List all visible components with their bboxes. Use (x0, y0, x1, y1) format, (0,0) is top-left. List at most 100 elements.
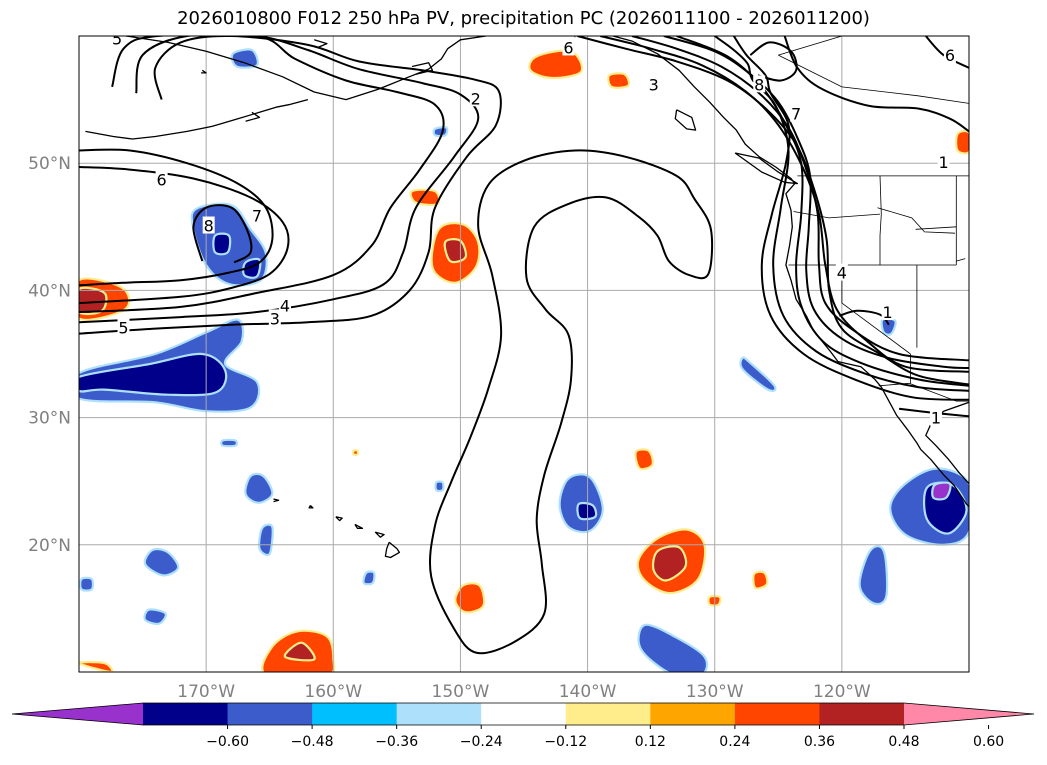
state-border (956, 258, 966, 262)
coastline (734, 152, 799, 185)
colorbar-swatch (396, 703, 482, 725)
pv-contour-label: 1 (883, 303, 893, 322)
latitude-label: 20°N (28, 536, 71, 556)
coastline (245, 111, 261, 122)
contour-label-background (937, 152, 950, 170)
pv-contour-label: 6 (563, 38, 573, 57)
latitude-label: 30°N (28, 409, 71, 429)
pv-contour-label: 6 (157, 171, 167, 190)
state-border (778, 36, 843, 56)
precip-patch (220, 438, 239, 448)
pv-contour-label: 3 (270, 309, 280, 328)
precip-patch (143, 547, 180, 577)
contour-label-background (117, 318, 130, 336)
pv-contour-label: 5 (118, 318, 128, 337)
pv-contour-line (428, 149, 714, 655)
contour-label-background (835, 263, 848, 281)
contour-label-background (278, 296, 291, 314)
longitude-label: 130°W (686, 682, 744, 702)
pv-contour-line (714, 36, 969, 392)
colorbar-swatch (481, 703, 567, 725)
precip-patch (955, 129, 969, 155)
map-axis-labels: 170°W 160°W 150°W 140°W 130°W 120°W 20°N 30°N 40… (28, 154, 871, 702)
contour-label-background (469, 89, 482, 107)
precip-patch (230, 48, 259, 69)
precip-patch (752, 570, 769, 590)
precip-patch (362, 570, 376, 586)
pv-contour-line (79, 36, 445, 313)
contour-label-background (202, 216, 215, 234)
pv-contour-line (192, 204, 253, 264)
state-border (878, 382, 969, 402)
precip-patch (143, 608, 167, 626)
precip-patch (576, 501, 598, 521)
pv-contour-label: 8 (754, 75, 764, 94)
precip-patch (244, 472, 274, 504)
colorbar-tick-label: −0.60 (206, 734, 249, 750)
state-border (778, 54, 969, 104)
coastline (85, 98, 309, 140)
colorbar-swatch (312, 703, 398, 725)
contour-label-background (647, 75, 660, 93)
colorbar-tick-label: 0.24 (719, 734, 750, 750)
pv-contour-line (79, 148, 274, 287)
pv-contour-line (577, 36, 969, 386)
precip-patch (79, 660, 114, 672)
contour-label-background (753, 75, 766, 93)
coastline (314, 39, 328, 48)
colorbar-tick-label: −0.36 (375, 734, 418, 750)
pv-contour-line (925, 36, 969, 69)
longitude-label: 160°W (304, 682, 362, 702)
coastline (411, 62, 434, 75)
contour-label-background (111, 36, 124, 47)
contour-label-background (562, 38, 575, 56)
latitude-label: 40°N (28, 281, 71, 301)
colorbar-tick-label: 0.48 (888, 734, 919, 750)
pv-contour-label: 7 (252, 206, 262, 225)
precip-patch (409, 188, 441, 207)
precipitation-layer (79, 48, 969, 672)
precip-patch (651, 545, 688, 582)
coastline (674, 109, 697, 131)
colorbar-swatch (819, 703, 905, 725)
colorbar-extend-high (904, 703, 1034, 725)
colorbar-tick-label: −0.12 (544, 734, 587, 750)
state-border (793, 211, 881, 219)
precip-patch (637, 623, 709, 672)
precip-patch (434, 480, 445, 493)
longitude-label: 150°W (432, 682, 490, 702)
coastline (308, 504, 314, 509)
colorbar-extend-low (12, 703, 143, 725)
pv-contour-label: 1 (938, 153, 948, 172)
precip-patch (634, 448, 654, 471)
contour-label-background (155, 170, 168, 188)
pv-contour-label: 8 (204, 217, 214, 236)
colorbar-swatch (143, 703, 229, 725)
colorbar: −0.60 −0.48 −0.36 −0.24 −0.12 0.12 0.24 0.36 0.4… (11, 702, 1035, 750)
pv-contour-label: 6 (945, 46, 955, 65)
precip-patch (739, 356, 777, 392)
pv-contour-line (631, 36, 969, 362)
contour-label-background (929, 408, 942, 426)
coastline (201, 69, 207, 74)
pv-contour-line (732, 36, 969, 401)
state-border (915, 226, 957, 265)
coastline (374, 531, 385, 538)
colorbar-swatch (565, 703, 651, 725)
precip-patch (212, 232, 232, 256)
precip-patch (283, 641, 316, 662)
longitude-label: 170°W (177, 682, 235, 702)
pv-contour-label: 2 (471, 89, 481, 108)
colorbar-swatch (734, 703, 820, 725)
precip-patch (607, 72, 631, 89)
longitude-label: 120°W (813, 682, 871, 702)
pv-contour-label: 4 (280, 297, 290, 316)
colorbar-tick-label: 0.36 (804, 734, 835, 750)
contour-label-background (251, 206, 263, 224)
pv-contour-label: 5 (112, 30, 122, 49)
precip-patch (931, 481, 952, 501)
pv-contour-line (749, 41, 798, 82)
precip-patch (443, 238, 468, 264)
